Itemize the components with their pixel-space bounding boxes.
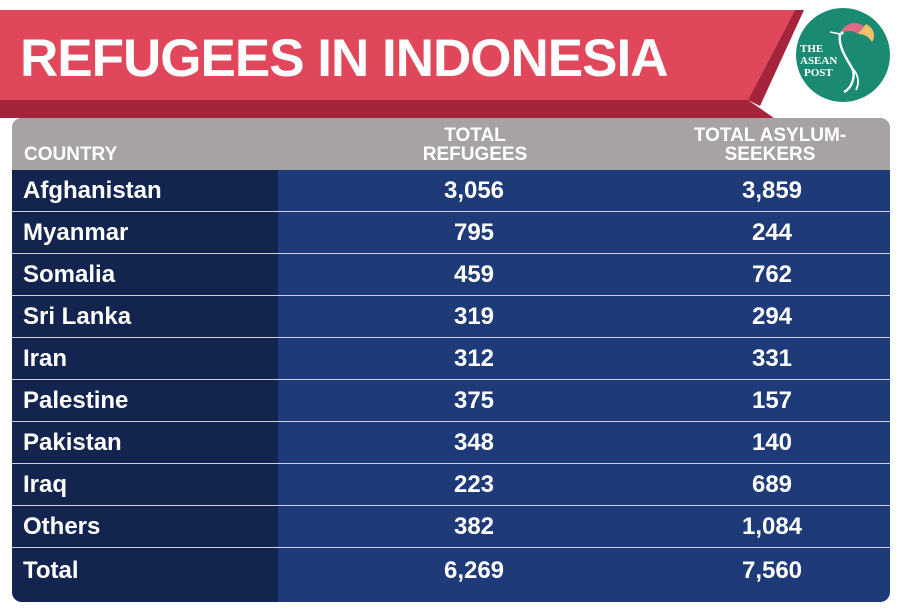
the-asean-post-logo: THE ASEAN POST	[796, 8, 890, 102]
country-cell: Somalia	[23, 260, 116, 288]
country-cell: Palestine	[23, 386, 129, 414]
country-column-band	[12, 170, 278, 602]
logo-text-asean: ASEAN	[800, 55, 837, 67]
table-row: Iraq 223 689	[12, 464, 890, 506]
asylum-seekers-cell: 140	[751, 428, 793, 456]
asylum-seekers-cell: 762	[751, 260, 793, 288]
banner-tip-shape	[748, 10, 804, 106]
refugees-cell: 312	[453, 344, 495, 372]
column-header-refugees: TOTAL REFUGEES	[400, 126, 550, 164]
country-cell: Myanmar	[23, 218, 129, 246]
country-cell: Iraq	[23, 470, 68, 498]
table-row: Pakistan 348 140	[12, 422, 890, 464]
country-cell: Others	[23, 512, 101, 540]
refugees-cell: 348	[453, 428, 495, 456]
refugees-cell: 3,056	[443, 176, 505, 204]
title-banner	[0, 10, 804, 118]
table-row: Somalia 459 762	[12, 254, 890, 296]
asylum-seekers-cell: 331	[751, 344, 793, 372]
asylum-seekers-cell: 157	[751, 386, 793, 414]
table-row: Total 6,269 7,560	[12, 548, 890, 594]
refugees-cell: 459	[453, 260, 495, 288]
table-row: Sri Lanka 319 294	[12, 296, 890, 338]
refugees-cell: 319	[453, 302, 495, 330]
logo-text-post: POST	[804, 67, 833, 79]
country-cell: Total	[23, 557, 79, 584]
table-row: Others 382 1,084	[12, 506, 890, 548]
asylum-seekers-cell: 294	[751, 302, 793, 330]
column-header-country: COUNTRY	[24, 145, 117, 164]
column-header-asylum-line-2: SEEKERS	[724, 144, 816, 165]
table-row: Iran 312 331	[12, 338, 890, 380]
refugees-cell: 223	[453, 470, 495, 498]
refugees-cell: 375	[453, 386, 495, 414]
asylum-seekers-cell: 689	[751, 470, 793, 498]
table-row: Palestine 375 157	[12, 380, 890, 422]
banner-main-shape	[0, 10, 795, 100]
table-row: Afghanistan 3,056 3,859	[12, 170, 890, 212]
column-header-asylum-line-1: TOTAL ASYLUM-	[693, 125, 847, 146]
refugee-table: COUNTRY TOTAL REFUGEES TOTAL ASYLUM- SEE…	[12, 118, 890, 602]
country-cell: Iran	[23, 344, 68, 372]
table-row: Myanmar 795 244	[12, 212, 890, 254]
logo-text-the: THE	[800, 43, 823, 55]
refugees-cell: 795	[453, 218, 495, 246]
column-header-refugees-line-1: TOTAL	[444, 125, 506, 146]
asylum-seekers-cell: 3,859	[741, 176, 803, 204]
asylum-seekers-cell: 7,560	[741, 557, 803, 584]
table-header: COUNTRY TOTAL REFUGEES TOTAL ASYLUM- SEE…	[12, 118, 890, 170]
page-title: REFUGEES IN INDONESIA	[20, 29, 668, 88]
column-header-asylum-seekers: TOTAL ASYLUM- SEEKERS	[670, 126, 870, 164]
column-header-country-line: COUNTRY	[24, 144, 118, 165]
country-cell: Afghanistan	[23, 176, 162, 204]
country-cell: Sri Lanka	[23, 302, 132, 330]
asylum-seekers-cell: 1,084	[741, 512, 803, 540]
refugees-cell: 6,269	[443, 557, 505, 584]
refugees-cell: 382	[453, 512, 495, 540]
asylum-seekers-cell: 244	[751, 218, 793, 246]
hummingbird-icon	[829, 23, 874, 94]
column-header-refugees-line-2: REFUGEES	[422, 144, 528, 165]
banner-shadow-shape	[0, 100, 774, 118]
table-body: Afghanistan 3,056 3,859 Myanmar 795 244 Somali…	[12, 170, 890, 594]
country-cell: Pakistan	[23, 428, 122, 456]
